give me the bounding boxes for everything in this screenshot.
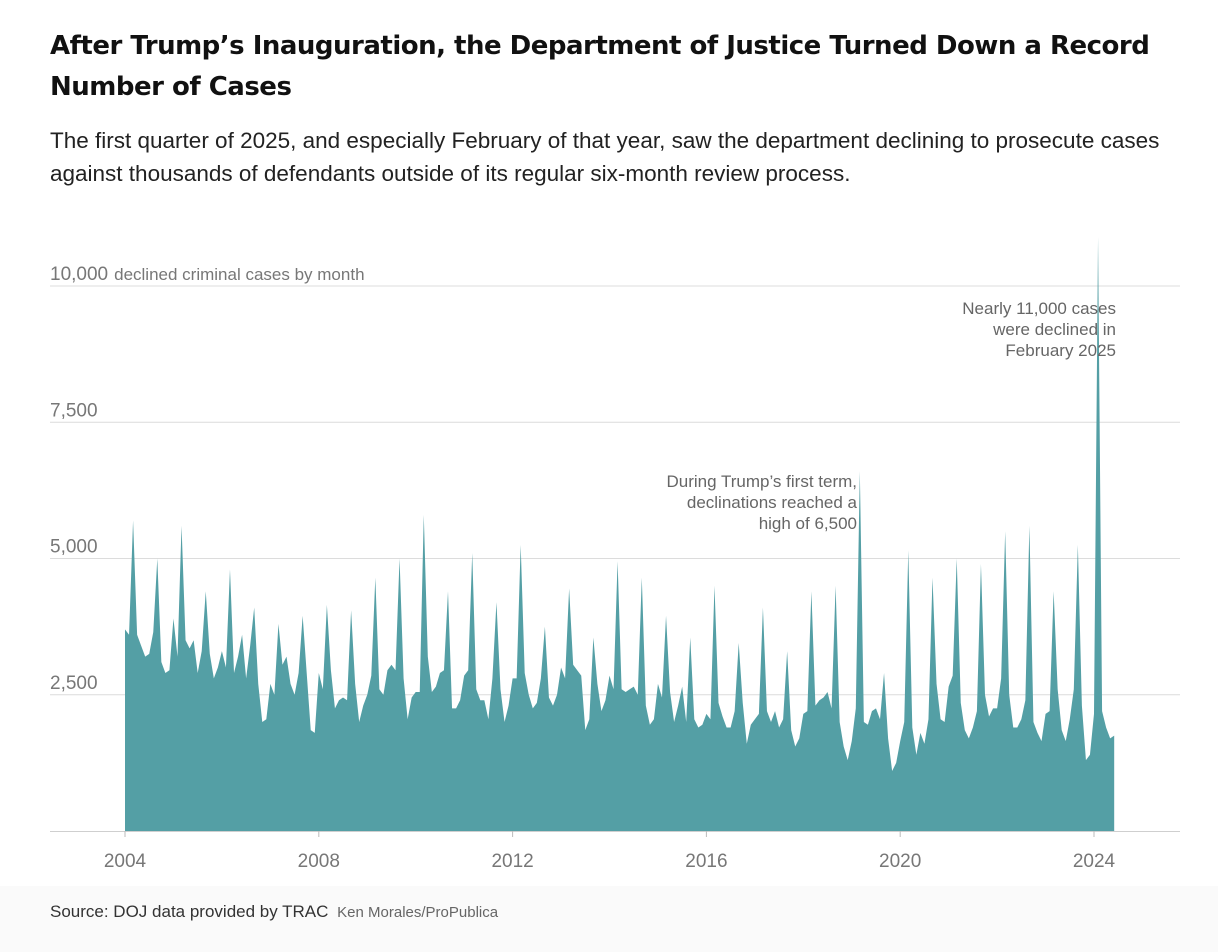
chart-subtitle: The first quarter of 2025, and especiall… — [50, 128, 1160, 186]
y-tick-label: 10,000 declined criminal cases by month — [50, 264, 365, 285]
source-line: Source: DOJ data provided by TRAC Ken Mo… — [50, 902, 498, 922]
annotation-text: Nearly 11,000 cases were declined in Febru… — [962, 299, 1116, 360]
source-text: Source: DOJ data provided by TRAC — [50, 902, 329, 921]
x-tick-label: 2012 — [491, 851, 533, 872]
chart-title: After Trump’s Inauguration, the Departme… — [50, 31, 1150, 102]
y-axis-ticks: 10,000 declined criminal cases by month 7,… — [50, 264, 365, 694]
x-tick-label: 2020 — [879, 851, 921, 872]
x-tick-label: 2024 — [1073, 851, 1116, 872]
annotation-line: During Trump’s first term, — [666, 472, 857, 491]
annotation-line: declinations reached a — [687, 493, 858, 512]
annotation-line: high of 6,500 — [759, 514, 857, 533]
y-tick-label: 2,500 — [50, 673, 98, 694]
y-axis-title: declined criminal cases by month — [114, 265, 364, 284]
annotation-line: were declined in — [992, 320, 1116, 339]
credit-text: Ken Morales/ProPublica — [337, 904, 499, 921]
footer — [0, 886, 1218, 952]
annotations: During Trump’s first term, declinations r… — [666, 299, 1116, 533]
y-tick-label: 5,000 — [50, 537, 98, 558]
annotation-line: Nearly 11,000 cases — [962, 299, 1116, 318]
x-tick-label: 2016 — [685, 851, 727, 872]
y-tick-label: 7,500 — [50, 400, 98, 421]
x-axis-ticks: 2004 2008 2012 2016 2020 2024 — [104, 831, 1116, 872]
annotation-line: February 2025 — [1005, 341, 1116, 360]
x-tick-label: 2004 — [104, 851, 147, 872]
x-tick-label: 2008 — [298, 851, 340, 872]
area-chart: 10,000 declined criminal cases by month 7,… — [50, 236, 1180, 872]
annotation-text: During Trump’s first term, declinations r… — [666, 472, 857, 533]
series-area — [125, 236, 1115, 831]
